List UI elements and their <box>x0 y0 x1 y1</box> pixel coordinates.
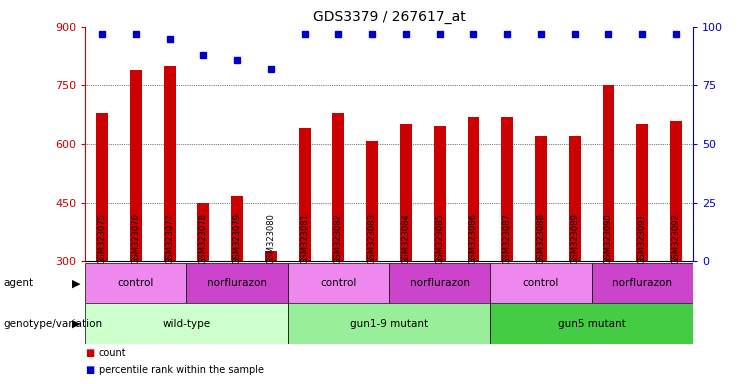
Bar <box>231 195 243 261</box>
Bar <box>130 70 142 261</box>
Text: GSM323078: GSM323078 <box>199 213 208 264</box>
Bar <box>96 113 108 261</box>
Text: norflurazon: norflurazon <box>612 278 672 288</box>
Text: GSM323075: GSM323075 <box>98 213 107 264</box>
Text: GSM323088: GSM323088 <box>536 213 545 264</box>
Bar <box>501 117 513 261</box>
Bar <box>187 263 288 303</box>
Text: GSM323081: GSM323081 <box>300 213 309 264</box>
Bar <box>535 136 547 261</box>
Text: GSM323090: GSM323090 <box>604 213 613 264</box>
Text: GSM323084: GSM323084 <box>402 213 411 264</box>
Bar <box>468 117 479 261</box>
Text: GSM323079: GSM323079 <box>233 213 242 264</box>
Text: GSM323082: GSM323082 <box>334 213 343 264</box>
Bar <box>491 263 591 303</box>
Bar <box>670 121 682 261</box>
Text: ▶: ▶ <box>72 278 80 288</box>
Bar <box>569 136 581 261</box>
Text: GSM323076: GSM323076 <box>131 213 140 264</box>
Bar <box>288 263 389 303</box>
Text: agent: agent <box>4 278 34 288</box>
Text: ■: ■ <box>85 348 94 359</box>
Bar <box>400 124 412 261</box>
Text: GSM323080: GSM323080 <box>266 213 276 264</box>
Title: GDS3379 / 267617_at: GDS3379 / 267617_at <box>313 10 465 25</box>
Text: GSM323091: GSM323091 <box>638 213 647 264</box>
Text: count: count <box>99 348 126 359</box>
Bar <box>433 126 445 261</box>
Text: GSM323077: GSM323077 <box>165 213 174 264</box>
Text: wild-type: wild-type <box>162 318 210 329</box>
Text: ▶: ▶ <box>72 318 80 329</box>
Text: control: control <box>320 278 356 288</box>
Text: GSM323085: GSM323085 <box>435 213 444 264</box>
Bar <box>197 204 209 261</box>
Bar <box>164 66 176 261</box>
Text: GSM323087: GSM323087 <box>502 213 512 264</box>
Bar <box>85 263 187 303</box>
Bar <box>591 263 693 303</box>
Text: ■: ■ <box>85 365 94 375</box>
Text: norflurazon: norflurazon <box>207 278 267 288</box>
Bar <box>637 124 648 261</box>
Text: GSM323086: GSM323086 <box>469 213 478 264</box>
Bar <box>288 303 491 344</box>
Bar <box>491 303 693 344</box>
Text: gun5 mutant: gun5 mutant <box>558 318 625 329</box>
Bar <box>602 86 614 261</box>
Text: gun1-9 mutant: gun1-9 mutant <box>350 318 428 329</box>
Text: GSM323089: GSM323089 <box>570 213 579 264</box>
Bar <box>299 128 310 261</box>
Text: percentile rank within the sample: percentile rank within the sample <box>99 365 264 375</box>
Bar <box>333 113 345 261</box>
Bar <box>265 252 277 261</box>
Bar <box>389 263 491 303</box>
Text: control: control <box>118 278 154 288</box>
Text: norflurazon: norflurazon <box>410 278 470 288</box>
Text: genotype/variation: genotype/variation <box>4 318 103 329</box>
Text: control: control <box>522 278 559 288</box>
Bar <box>85 303 288 344</box>
Text: GSM323092: GSM323092 <box>671 213 680 264</box>
Text: GSM323083: GSM323083 <box>368 213 376 264</box>
Bar <box>366 141 378 261</box>
